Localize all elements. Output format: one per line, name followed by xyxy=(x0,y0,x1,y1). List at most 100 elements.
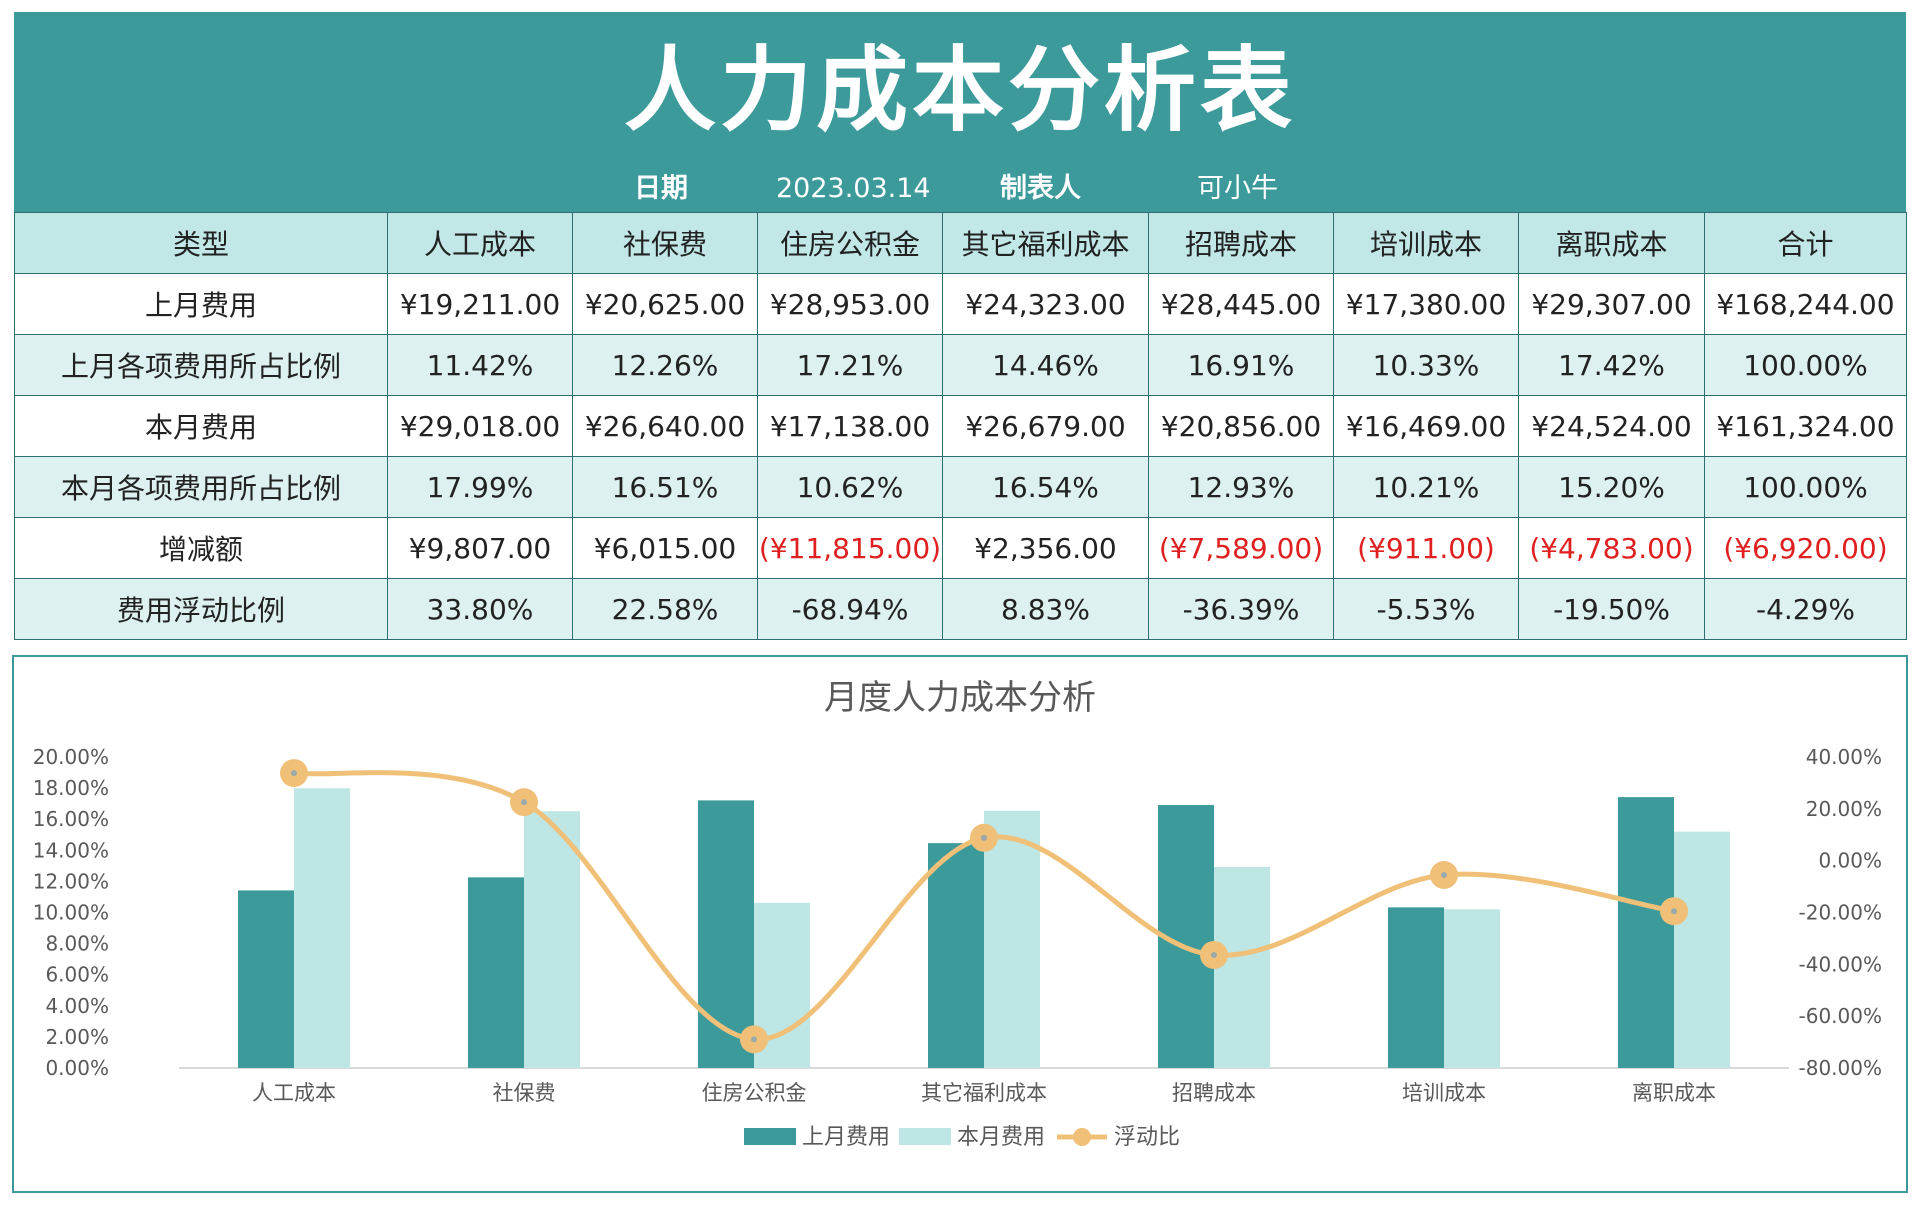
row-label: 本月各项费用所占比例 xyxy=(14,456,388,518)
page-title: 人力成本分析表 xyxy=(623,37,1296,144)
left-axis-tick: 14.00% xyxy=(33,838,109,862)
column-header: 招聘成本 xyxy=(1148,212,1334,274)
right-axis-tick: -40.00% xyxy=(1799,952,1882,976)
table-cell: ¥29,307.00 xyxy=(1518,273,1705,335)
left-axis-tick: 20.00% xyxy=(33,745,109,769)
legend-label-last-month: 上月费用 xyxy=(802,1125,890,1150)
header-banner: 人力成本分析表 日期 2023.03.14 制表人 可小牛 xyxy=(14,12,1906,212)
table-row: 上月各项费用所占比例 11.42% 12.26% 17.21% 14.46% 1… xyxy=(14,334,1907,396)
table-cell: 100.00% xyxy=(1704,334,1907,396)
bar-last-month xyxy=(928,843,984,1068)
table-cell: 10.21% xyxy=(1333,456,1519,518)
float-ratio-point-center xyxy=(751,1036,757,1043)
table-cell: ¥16,469.00 xyxy=(1333,395,1519,457)
table-row: 上月费用 ¥19,211.00 ¥20,625.00 ¥28,953.00 ¥2… xyxy=(14,273,1907,335)
table-cell: ¥26,640.00 xyxy=(572,395,758,457)
bar-this-month xyxy=(524,811,580,1068)
left-axis-tick: 12.00% xyxy=(33,869,109,893)
x-axis-tick: 人工成本 xyxy=(252,1081,336,1105)
table-cell: 14.46% xyxy=(942,334,1149,396)
left-axis-tick: 18.00% xyxy=(33,776,109,800)
left-axis-tick: 0.00% xyxy=(45,1056,109,1080)
table-cell: ¥6,015.00 xyxy=(572,517,758,579)
right-axis-tick: 0.00% xyxy=(1818,849,1882,873)
left-axis-tick: 16.00% xyxy=(33,807,109,831)
row-label: 费用浮动比例 xyxy=(14,578,388,640)
float-ratio-point-center xyxy=(521,799,527,806)
bar-this-month xyxy=(1214,866,1270,1068)
x-axis-tick: 社保费 xyxy=(493,1081,556,1105)
bar-this-month xyxy=(294,788,350,1068)
legend-marker-swatch xyxy=(1073,1128,1091,1146)
bar-last-month xyxy=(698,800,754,1068)
column-header: 社保费 xyxy=(572,212,758,274)
bar-this-month xyxy=(1444,909,1500,1068)
table-cell: 15.20% xyxy=(1518,456,1705,518)
legend-label-this-month: 本月费用 xyxy=(957,1125,1045,1150)
row-label: 增减额 xyxy=(14,517,388,579)
x-axis-tick: 招聘成本 xyxy=(1172,1081,1256,1105)
table-cell: ¥28,445.00 xyxy=(1148,273,1334,335)
table-row: 费用浮动比例 33.80% 22.58% -68.94% 8.83% -36.3… xyxy=(14,578,1907,640)
table-cell: ¥19,211.00 xyxy=(387,273,573,335)
right-axis-tick: -60.00% xyxy=(1799,1004,1882,1028)
table-cell: 12.26% xyxy=(572,334,758,396)
row-label: 上月各项费用所占比例 xyxy=(14,334,388,396)
table-cell: (¥6,920.00) xyxy=(1704,517,1907,579)
column-header: 其它福利成本 xyxy=(942,212,1149,274)
table-cell: (¥4,783.00) xyxy=(1518,517,1705,579)
chart-panel: 月度人力成本分析 0.00% 2.00% 4.00% 6.00% 8.00% 10.00%… xyxy=(12,655,1908,1193)
table-cell: 22.58% xyxy=(572,578,758,640)
chart-title: 月度人力成本分析 xyxy=(824,678,1096,718)
table-cell: -19.50% xyxy=(1518,578,1705,640)
table-cell: 16.51% xyxy=(572,456,758,518)
column-header: 人工成本 xyxy=(387,212,573,274)
bar-last-month xyxy=(1618,797,1674,1068)
table-cell: -5.53% xyxy=(1333,578,1519,640)
left-axis-tick: 4.00% xyxy=(45,994,109,1018)
table-cell: 17.42% xyxy=(1518,334,1705,396)
row-label: 上月费用 xyxy=(14,273,388,335)
combo-chart: 月度人力成本分析 0.00% 2.00% 4.00% 6.00% 8.00% 10.00%… xyxy=(33,678,1882,1150)
chart-legend: 上月费用 本月费用 浮动比 xyxy=(744,1125,1180,1150)
left-axis: 0.00% 2.00% 4.00% 6.00% 8.00% 10.00% 12.00% 14.… xyxy=(33,745,109,1080)
left-axis-tick: 6.00% xyxy=(45,963,109,987)
table-cell: 17.21% xyxy=(757,334,943,396)
column-header: 住房公积金 xyxy=(757,212,943,274)
date-label: 日期 xyxy=(634,173,688,204)
float-ratio-point-center xyxy=(1671,908,1677,915)
table-cell: ¥168,244.00 xyxy=(1704,273,1907,335)
table-cell: -4.29% xyxy=(1704,578,1907,640)
table-cell: 16.91% xyxy=(1148,334,1334,396)
bar-last-month xyxy=(1388,907,1444,1068)
x-axis-tick: 住房公积金 xyxy=(702,1081,807,1105)
table-row: 本月费用 ¥29,018.00 ¥26,640.00 ¥17,138.00 ¥2… xyxy=(14,395,1907,457)
table-cell: ¥9,807.00 xyxy=(387,517,573,579)
table-cell: ¥24,524.00 xyxy=(1518,395,1705,457)
table-cell: 10.33% xyxy=(1333,334,1519,396)
table-cell: ¥17,138.00 xyxy=(757,395,943,457)
float-ratio-point-center xyxy=(291,770,297,777)
x-axis-tick: 离职成本 xyxy=(1632,1081,1716,1105)
table-header-row: 类型 人工成本 社保费 住房公积金 其它福利成本 招聘成本 培训成本 离职成本 … xyxy=(14,212,1907,274)
bar-this-month xyxy=(984,810,1040,1068)
table-cell: ¥20,625.00 xyxy=(572,273,758,335)
table-cell: 100.00% xyxy=(1704,456,1907,518)
table-cell: 8.83% xyxy=(942,578,1149,640)
table-cell: ¥161,324.00 xyxy=(1704,395,1907,457)
row-label: 本月费用 xyxy=(14,395,388,457)
float-ratio-point-center xyxy=(1211,951,1217,958)
left-axis-tick: 10.00% xyxy=(33,901,109,925)
table-row: 增减额 ¥9,807.00 ¥6,015.00 (¥11,815.00) ¥2,… xyxy=(14,517,1907,579)
author-value: 可小牛 xyxy=(1197,173,1278,204)
table-cell: ¥26,679.00 xyxy=(942,395,1149,457)
right-axis: -80.00% -60.00% -40.00% -20.00% 0.00% 20.00% 4… xyxy=(1799,745,1882,1080)
right-axis-tick: -20.00% xyxy=(1799,901,1882,925)
table-cell: -36.39% xyxy=(1148,578,1334,640)
table-cell: ¥2,356.00 xyxy=(942,517,1149,579)
date-value: 2023.03.14 xyxy=(776,173,931,204)
bar-series xyxy=(238,788,1730,1068)
column-header: 离职成本 xyxy=(1518,212,1705,274)
float-ratio-point-center xyxy=(981,834,987,841)
table-cell: (¥11,815.00) xyxy=(757,517,943,579)
